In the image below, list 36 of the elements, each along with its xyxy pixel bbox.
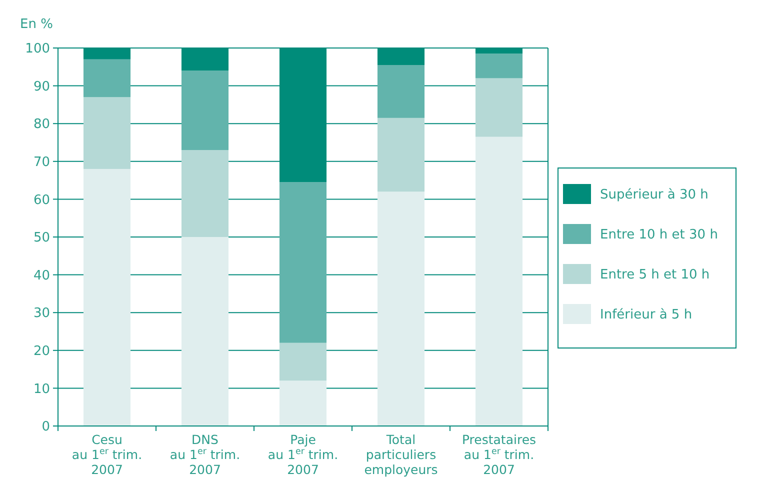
y-tick-label: 20 [33,344,50,359]
bar [181,70,229,150]
bar [279,380,327,426]
y-tick-label: 10 [33,382,50,397]
y-tick-label: 100 [25,42,50,57]
x-tick-label: DNS au 1$^{er}$ trim. 2007 [170,432,240,477]
bar [377,192,425,426]
bar [279,342,327,381]
y-tick-label: 0 [42,420,50,435]
y-tick-label: 30 [33,306,50,322]
legend-label: Entre 10 h et 30 h [600,228,718,243]
x-tick-label: Prestataires au 1$^{er}$ trim. 2007 [462,432,536,477]
bar [83,97,131,169]
bar [83,59,131,98]
bar [475,78,523,137]
x-tick-label: Total particuliers employeurs [364,432,438,477]
bar [475,136,523,426]
y-tick-label: 60 [33,192,50,208]
bar [279,182,327,343]
bar [181,150,229,237]
x-tick-label: Cesu au 1$^{er}$ trim. 2007 [72,432,142,477]
legend-label: Supérieur à 30 h [600,188,708,203]
legend-label: Entre 5 h et 10 h [600,268,710,283]
bar [475,54,523,78]
y-tick-label: 50 [33,230,50,246]
y-tick-label: 90 [33,79,50,94]
bar [181,237,229,426]
bar [377,118,425,192]
legend-label: Inférieur à 5 h [600,308,692,323]
bar [377,65,425,118]
x-tick-label: Paje au 1$^{er}$ trim. 2007 [268,432,338,477]
y-tick-label: 80 [33,117,50,132]
y-axis-title: En % [20,17,53,32]
y-tick-label: 40 [33,268,50,284]
y-tick-label: 70 [33,154,50,170]
bar [83,168,131,426]
